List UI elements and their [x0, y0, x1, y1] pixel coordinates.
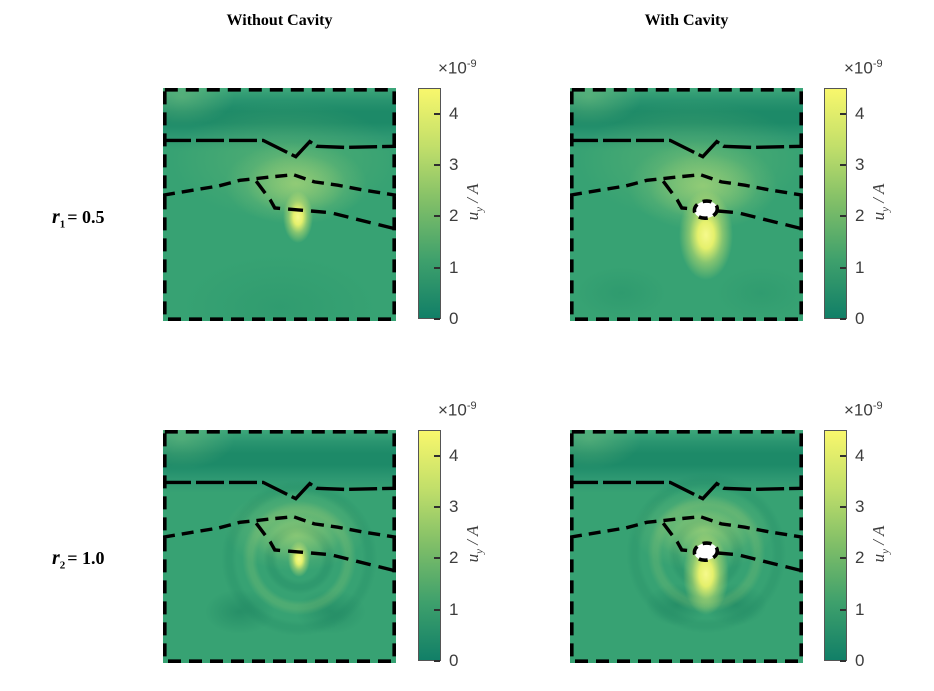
row-symbol: r: [52, 206, 60, 228]
colorbar-tick-label: 0: [449, 651, 459, 670]
colorbar-tick-label: 1: [449, 600, 459, 619]
colorbar-tick-mark: [434, 609, 440, 611]
colorbar-tick-label: 4: [855, 446, 865, 465]
cavity-void: [692, 199, 720, 220]
colorbar-tick-label: 4: [449, 446, 459, 465]
row-subscript: 1: [59, 218, 66, 231]
heatmap-panel-r2-with: [570, 430, 803, 663]
column-title-without-cavity: Without Cavity: [226, 12, 333, 29]
colorbar-exponent-label: ×10-9: [438, 58, 477, 78]
colorbar-tick-label: 4: [855, 104, 865, 123]
colorbar-tick-mark: [840, 113, 846, 115]
cavity-void: [692, 541, 720, 562]
colorbar-gradient: [824, 88, 847, 319]
heatmap-panel-r1-without: [163, 88, 396, 321]
colorbar-r2-without: ×10-9 4 3 2 1 0 uy / A: [418, 400, 528, 670]
colorbar-tick-label: 1: [855, 258, 865, 277]
domain-boundary: [570, 88, 803, 321]
colorbar-r2-with: ×10-9 4 3 2 1 0 uy / A: [824, 400, 934, 670]
colorbar-tick-label: 2: [449, 548, 459, 567]
field-lines-overlay: [163, 88, 396, 321]
colorbar-tick-label: 3: [855, 497, 865, 516]
row-symbol: r: [52, 547, 60, 569]
colorbar-r1-with: ×10-9 4 3 2 1 0 uy / A: [824, 58, 934, 328]
colorbar-tick-label: 4: [449, 104, 459, 123]
colorbar-gradient: [418, 88, 441, 319]
heatmap-field: [163, 430, 396, 663]
colorbar-exponent-label: ×10-9: [844, 58, 883, 78]
domain-boundary: [570, 430, 803, 663]
colorbar-tick-label: 3: [449, 497, 459, 516]
colorbar-exponent-label: ×10-9: [844, 400, 883, 420]
colorbar-tick-mark: [840, 318, 846, 320]
colorbar-tick-label: 0: [855, 309, 865, 328]
colorbar-axis-label: uy / A: [463, 525, 486, 563]
colorbar-tick-label: 2: [855, 548, 865, 567]
colorbar-tick-mark: [434, 113, 440, 115]
colorbar-tick-mark: [434, 215, 440, 217]
colorbar-tick-label: 1: [855, 600, 865, 619]
colorbar-tick-mark: [840, 557, 846, 559]
colorbar-tick-label: 0: [855, 651, 865, 670]
colorbar-tick-mark: [840, 164, 846, 166]
colorbar-tick-label: 1: [449, 258, 459, 277]
row-label-r2: r2 = 1.0: [52, 547, 162, 572]
domain-boundary: [163, 430, 396, 663]
heatmap-panel-r2-without: [163, 430, 396, 663]
colorbar-tick-mark: [434, 318, 440, 320]
colorbar-tick-mark: [840, 455, 846, 457]
colorbar-tick-mark: [434, 557, 440, 559]
colorbar-tick-label: 2: [449, 206, 459, 225]
colorbar-tick-label: 3: [449, 155, 459, 174]
colorbar-tick-label: 2: [855, 206, 865, 225]
colorbar-tick-mark: [434, 506, 440, 508]
colorbar-tick-label: 3: [855, 155, 865, 174]
colorbar-tick-mark: [840, 609, 846, 611]
field-lines-overlay: [163, 430, 396, 663]
column-title-with-cavity: With Cavity: [644, 12, 729, 29]
colorbar-axis-label: uy / A: [463, 183, 486, 221]
colorbar-tick-mark: [434, 267, 440, 269]
field-lines-overlay: [570, 88, 803, 321]
row-value: = 1.0: [67, 548, 105, 568]
colorbar-tick-mark: [840, 267, 846, 269]
colorbar-tick-mark: [434, 455, 440, 457]
row-value: = 0.5: [67, 207, 105, 227]
row-label-r1: r1 = 0.5: [52, 206, 162, 231]
colorbar-axis-label: uy / A: [869, 183, 892, 221]
colorbar-tick-mark: [434, 660, 440, 662]
row-subscript: 2: [59, 559, 66, 572]
colorbar-axis-label: uy / A: [869, 525, 892, 563]
domain-boundary: [163, 88, 396, 321]
colorbar-exponent-label: ×10-9: [438, 400, 477, 420]
colorbar-gradient: [824, 430, 847, 661]
colorbar-tick-mark: [840, 506, 846, 508]
colorbar-gradient: [418, 430, 441, 661]
field-lines-overlay: [570, 430, 803, 663]
colorbar-tick-mark: [434, 164, 440, 166]
colorbar-tick-mark: [840, 660, 846, 662]
colorbar-tick-mark: [840, 215, 846, 217]
colorbar-tick-label: 0: [449, 309, 459, 328]
colorbar-r1-without: ×10-9 4 3 2 1 0 uy / A: [418, 58, 528, 328]
heatmap-panel-r1-with: [570, 88, 803, 321]
